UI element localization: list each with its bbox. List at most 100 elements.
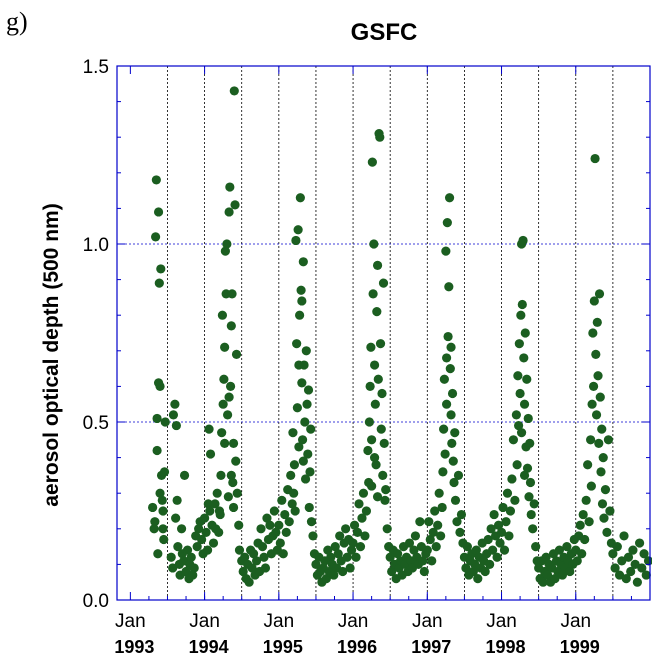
data-point: [229, 86, 239, 96]
data-point: [224, 207, 234, 217]
data-point: [542, 570, 553, 580]
data-point: [156, 264, 166, 274]
data-point: [262, 513, 272, 523]
data-point: [197, 534, 207, 545]
data-point: [605, 506, 615, 516]
data-point: [365, 381, 375, 391]
data-point: [519, 399, 530, 409]
data-point: [368, 289, 378, 299]
data-point: [519, 353, 529, 363]
data-point: [444, 282, 454, 292]
data-point: [565, 566, 575, 577]
data-point: [227, 289, 237, 299]
data-point: [226, 321, 236, 331]
data-point: [171, 513, 181, 523]
x-axis-ticks: Jan 1993 Jan 1994 Jan 1995 Jan 1996 Jan 1997 Jan 19…: [114, 66, 632, 657]
data-point: [284, 517, 294, 527]
data-point: [597, 499, 608, 509]
data-point: [499, 545, 510, 555]
data-point: [583, 460, 593, 470]
data-point: [439, 374, 449, 384]
data-point: [424, 517, 434, 527]
data-point: [294, 360, 304, 370]
data-point: [188, 570, 198, 580]
data-point: [234, 545, 245, 555]
data-point: [298, 456, 308, 466]
data-point: [419, 566, 429, 577]
data-point: [173, 542, 183, 552]
x-tick-year: 1996: [337, 637, 377, 657]
x-tick-month: Jan: [486, 611, 517, 632]
data-point: [212, 488, 222, 498]
data-point: [367, 481, 377, 491]
x-tick-year: 1994: [189, 637, 229, 657]
data-point: [522, 463, 533, 473]
data-point: [333, 549, 343, 559]
data-point: [271, 527, 281, 537]
data-point: [600, 485, 611, 495]
data-point: [441, 353, 452, 363]
data-point: [456, 509, 467, 520]
data-point: [437, 502, 447, 513]
data-point: [182, 545, 193, 555]
data-point: [444, 193, 455, 203]
data-point: [232, 488, 242, 498]
data-point: [288, 428, 298, 438]
data-point: [216, 470, 226, 480]
data-point: [159, 467, 170, 477]
data-point: [210, 499, 220, 509]
data-point: [493, 520, 504, 530]
data-point: [628, 545, 638, 555]
data-point: [300, 474, 311, 484]
data-point: [157, 495, 167, 505]
data-point: [342, 552, 352, 562]
data-point: [632, 577, 642, 587]
data-point: [148, 502, 158, 513]
data-point: [151, 232, 161, 242]
data-point: [415, 517, 425, 527]
data-point: [541, 552, 551, 562]
data-point: [371, 460, 381, 470]
data-point: [518, 235, 528, 246]
data-point: [372, 260, 383, 270]
data-point: [321, 574, 331, 584]
data-point: [578, 509, 588, 520]
data-point: [370, 399, 380, 409]
data-point: [358, 488, 369, 498]
data-point: [637, 563, 647, 573]
data-point: [496, 527, 507, 537]
data-point: [538, 577, 548, 587]
data-point: [298, 257, 308, 267]
data-point: [577, 549, 587, 559]
data-point: [225, 182, 235, 192]
data-point: [562, 542, 572, 552]
data-point: [269, 506, 279, 516]
x-tick-month: Jan: [338, 611, 369, 632]
data-point: [501, 517, 511, 527]
data-point: [440, 449, 450, 459]
data-point: [557, 570, 568, 580]
x-tick-month: Jan: [412, 611, 443, 632]
data-point: [341, 524, 351, 534]
data-point: [462, 542, 472, 552]
data-point: [447, 438, 457, 448]
data-point: [224, 392, 234, 402]
data-point: [372, 307, 382, 317]
data-point: [220, 342, 230, 352]
data-point: [594, 438, 604, 448]
data-point: [214, 527, 224, 537]
data-point: [230, 200, 240, 210]
data-point: [418, 556, 428, 566]
data-point: [378, 278, 389, 288]
data-point: [410, 531, 421, 541]
data-point: [581, 495, 591, 505]
data-point: [485, 559, 495, 570]
data-point: [152, 445, 162, 456]
data-point: [404, 538, 415, 548]
data-point: [220, 438, 230, 448]
data-point: [295, 310, 305, 320]
data-point: [517, 299, 527, 310]
data-point: [468, 566, 478, 577]
x-tick-year: 1998: [486, 637, 526, 657]
